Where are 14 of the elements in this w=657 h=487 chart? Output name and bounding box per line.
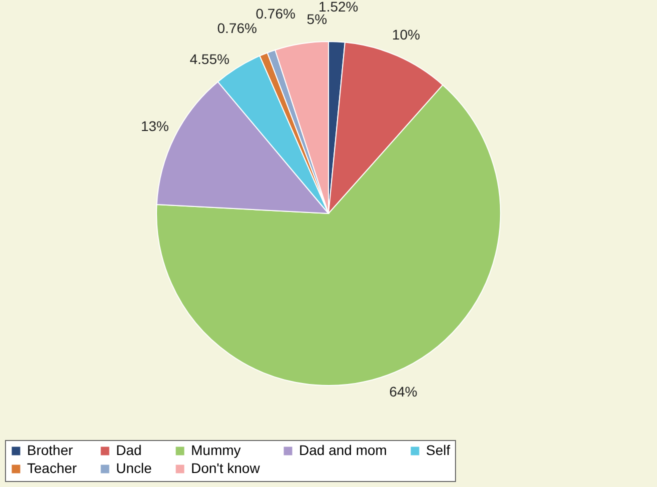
data-label: 0.76% (256, 5, 296, 22)
legend-label: Mummy (191, 442, 241, 458)
data-label: 4.55% (190, 51, 230, 68)
legend-label: Self (426, 442, 450, 458)
data-label: 64% (389, 383, 418, 400)
legend-label: Don't know (191, 460, 261, 476)
legend-label: Brother (27, 442, 74, 458)
data-label: 0.76% (217, 20, 257, 36)
data-label: 13% (140, 118, 169, 134)
legend-label: Dad and mom (299, 442, 387, 458)
legend-label: Dad (116, 442, 142, 458)
legend-label: Teacher (27, 460, 78, 476)
legend-label: Uncle (116, 460, 152, 476)
data-label: 10% (392, 26, 420, 43)
